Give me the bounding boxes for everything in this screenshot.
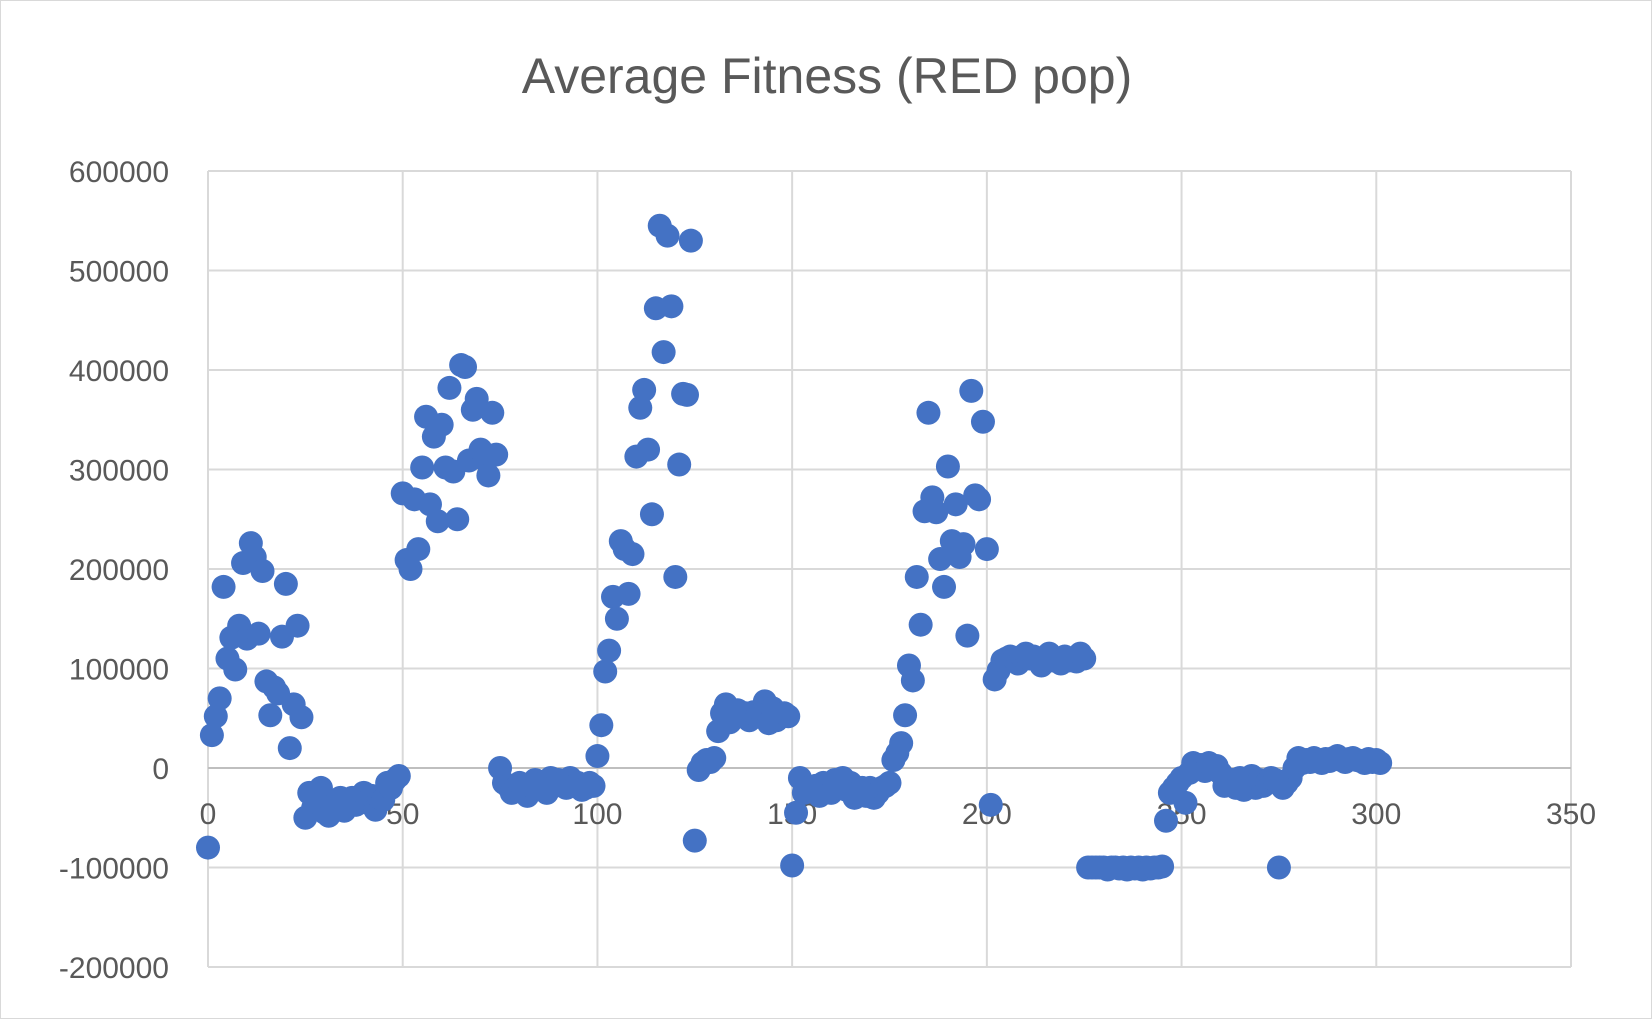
data-point (480, 400, 505, 425)
y-tick-label: -100000 (59, 853, 169, 886)
y-tick-label: 500000 (69, 256, 169, 289)
data-point (959, 378, 984, 403)
data-point (464, 386, 489, 411)
data-point (1173, 790, 1198, 815)
data-point (196, 835, 220, 860)
y-tick-label: 400000 (69, 355, 169, 388)
data-point (246, 621, 271, 646)
data-point (678, 228, 703, 253)
data-point (924, 500, 949, 525)
data-point (967, 487, 992, 512)
data-points (196, 213, 1393, 882)
y-axis-tick-labels: -200000 -100000 0 100000 200000 300000 400000 5… (59, 156, 169, 985)
data-point (585, 744, 610, 769)
data-point (273, 571, 298, 596)
data-point (406, 537, 431, 562)
data-point (223, 657, 248, 682)
data-point (877, 770, 902, 795)
data-point (593, 659, 618, 684)
data-point (386, 763, 411, 788)
data-point (682, 828, 707, 853)
data-point (211, 574, 236, 599)
data-point (620, 542, 645, 567)
data-point (628, 395, 653, 420)
x-tick-label: 350 (1546, 798, 1596, 831)
data-point (425, 509, 450, 534)
data-point (604, 606, 629, 631)
data-point (659, 294, 684, 319)
data-point (1072, 646, 1097, 671)
x-tick-label: 300 (1351, 798, 1401, 831)
y-tick-label: 200000 (69, 554, 169, 587)
data-point (667, 452, 692, 477)
data-point (904, 564, 929, 589)
data-point (663, 564, 688, 589)
data-point (1150, 854, 1175, 879)
data-point (453, 355, 478, 380)
data-point (893, 703, 918, 728)
data-point (674, 382, 699, 407)
data-point (978, 792, 1003, 817)
data-point (597, 638, 622, 663)
data-point (285, 613, 310, 638)
data-point (776, 704, 801, 729)
data-point (207, 686, 232, 711)
data-point (955, 623, 980, 648)
data-point (308, 775, 333, 800)
data-point (203, 704, 228, 729)
data-point (928, 547, 953, 572)
data-point (780, 853, 805, 878)
data-point (632, 377, 657, 402)
y-tick-label: -200000 (59, 952, 169, 985)
x-tick-label: 100 (572, 798, 622, 831)
data-point (289, 705, 314, 730)
data-point (589, 713, 614, 738)
data-point (951, 532, 976, 557)
data-point (1153, 808, 1178, 833)
data-point (277, 736, 302, 761)
data-point (932, 574, 957, 599)
data-point (445, 507, 470, 532)
data-point (616, 581, 641, 606)
data-point (916, 400, 941, 425)
data-point (429, 412, 454, 437)
data-point (250, 558, 275, 583)
y-tick-label: 600000 (69, 156, 169, 189)
x-axis-tick-labels: 050100150200250300350 (200, 798, 1596, 831)
data-point (702, 746, 727, 771)
data-point (889, 731, 914, 756)
data-point (476, 463, 501, 488)
data-point (410, 455, 435, 480)
data-point (1368, 751, 1393, 776)
data-point (943, 492, 968, 517)
y-tick-label: 100000 (69, 654, 169, 687)
data-point (639, 502, 664, 527)
data-point (398, 557, 423, 581)
data-point (908, 612, 933, 637)
data-point (437, 375, 462, 400)
data-point (581, 773, 606, 798)
y-tick-label: 300000 (69, 455, 169, 488)
chart-title: Average Fitness (RED pop) (522, 48, 1132, 104)
data-point (636, 437, 661, 462)
data-point (199, 723, 224, 748)
data-point (974, 537, 999, 562)
data-point (655, 223, 680, 248)
data-point (970, 409, 995, 434)
data-point (258, 703, 283, 728)
data-point (935, 454, 960, 479)
data-point (1266, 855, 1291, 880)
data-point (900, 668, 925, 693)
y-tick-label: 0 (152, 753, 169, 786)
x-tick-label: 0 (200, 798, 217, 831)
data-point (651, 340, 676, 365)
data-point (784, 800, 809, 825)
data-point (484, 442, 509, 467)
